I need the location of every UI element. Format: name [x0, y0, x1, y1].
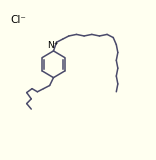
Text: N⁺: N⁺ — [47, 41, 58, 50]
Text: Cl⁻: Cl⁻ — [11, 15, 27, 25]
